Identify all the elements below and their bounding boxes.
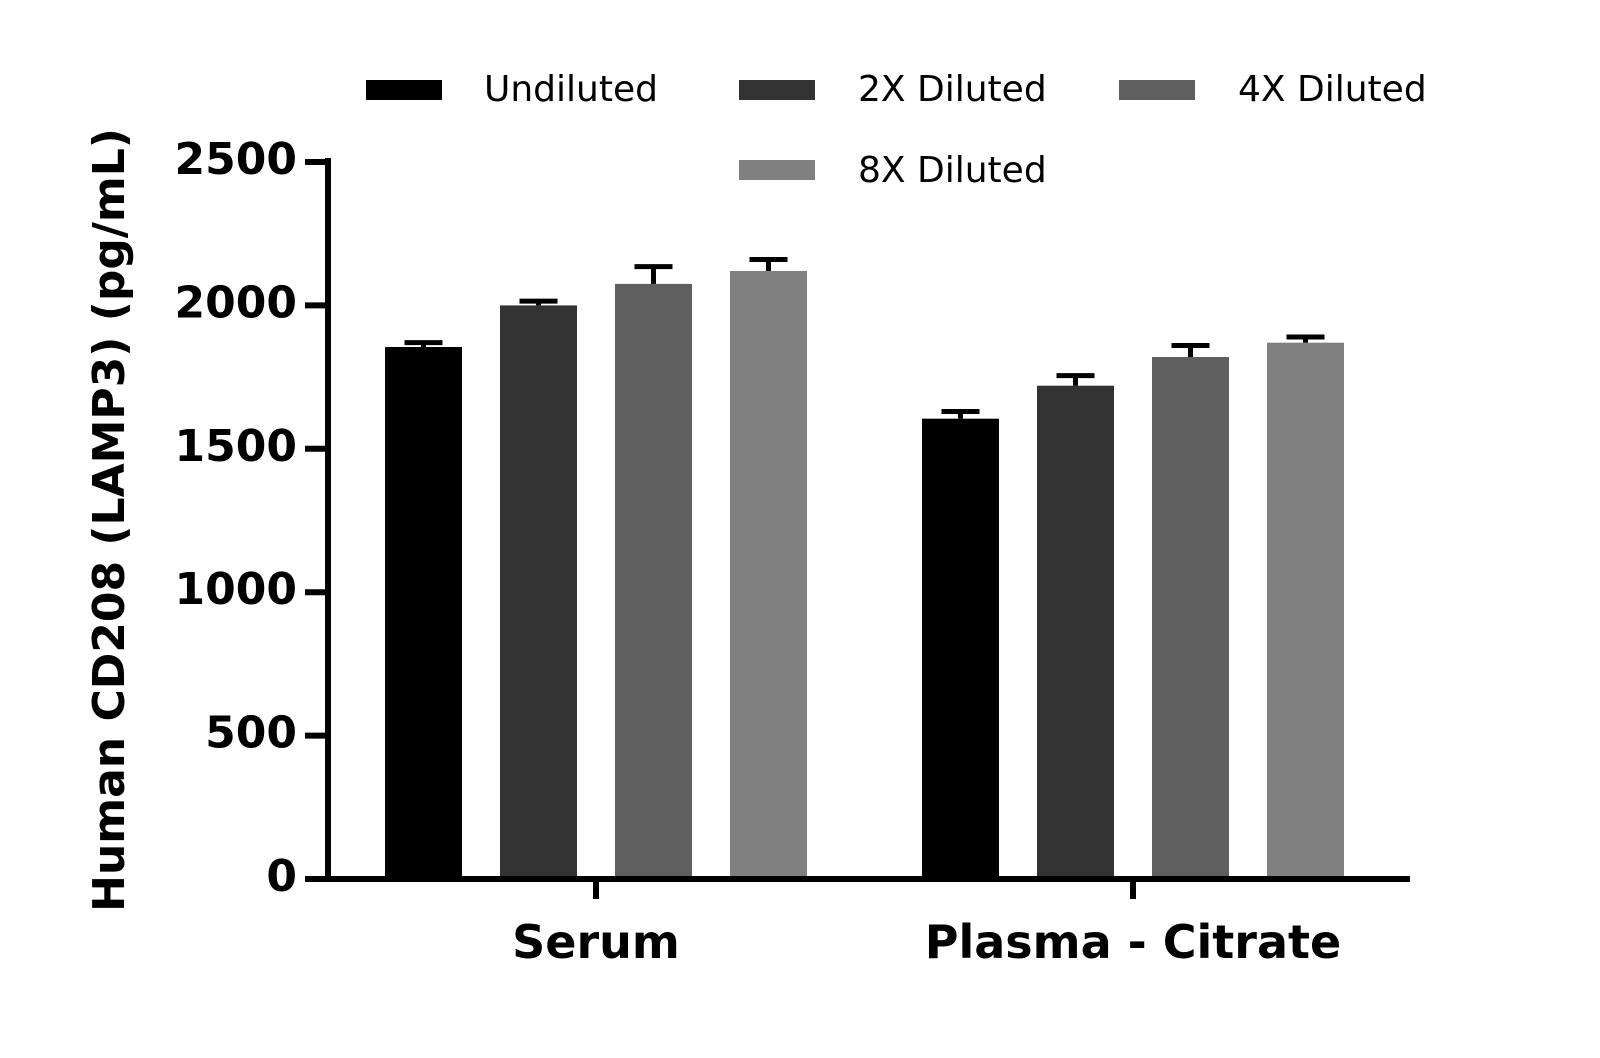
bar [1152,357,1229,879]
legend-label: Undiluted [484,69,658,110]
bar [1037,385,1114,879]
bar [922,418,999,879]
y-tick-label: 1000 [175,564,297,615]
y-tick-label: 1500 [175,421,297,472]
category-label: Plasma - Citrate [925,915,1341,969]
bar [730,270,807,879]
y-tick-label: 500 [205,708,297,759]
y-tick-label: 0 [266,851,297,902]
y-axis-title: Human CD208 (LAMP3) (pg/mL) [84,128,135,912]
plot-area [385,257,1344,880]
legend: Undiluted 2X Diluted 4X Diluted 8X Diluted [366,69,1427,191]
bar [385,346,462,880]
legend-swatch [1119,80,1195,100]
legend-label: 8X Diluted [858,150,1047,191]
y-ticks: 0 500 1000 1500 2000 2500 [175,134,328,902]
y-tick-label: 2000 [175,277,297,328]
bar [1267,342,1344,880]
category-label: Serum [512,915,680,969]
x-ticks: Serum Plasma - Citrate [512,879,1341,969]
bar [500,305,577,879]
bar [615,283,692,879]
y-tick-label: 2500 [175,134,297,185]
legend-swatch [739,80,815,100]
legend-swatch [739,160,815,180]
legend-label: 4X Diluted [1238,69,1427,110]
legend-swatch [366,80,442,100]
legend-label: 2X Diluted [858,69,1047,110]
axes [305,158,1410,882]
